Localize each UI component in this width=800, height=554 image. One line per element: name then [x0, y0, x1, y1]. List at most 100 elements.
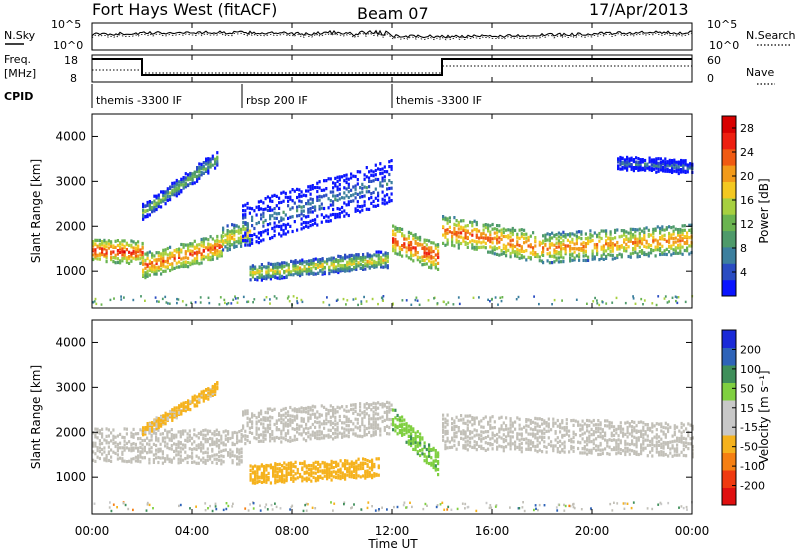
scatter-region — [392, 408, 440, 477]
scatter-region — [442, 413, 694, 459]
scatter-region — [242, 159, 393, 247]
power-y-title: Slant Range [km] — [29, 159, 43, 263]
cpid-segment-label: themis -3300 IF — [396, 94, 482, 107]
colorbar-segment — [722, 470, 736, 488]
nave-tick-bottom: 0 — [707, 72, 714, 85]
nave-tick-top: 60 — [707, 54, 721, 67]
y-tick-label: 3000 — [55, 380, 86, 394]
cpid-label: CPID — [4, 90, 33, 103]
colorbar-tick-label: 8 — [740, 242, 747, 255]
colorbar-segment — [722, 181, 736, 199]
colorbar-tick-label: 100 — [740, 363, 761, 376]
velocity-panel: 1000 2000 3000 4000 — [55, 319, 694, 515]
y-tick-label: 1000 — [55, 470, 86, 484]
colorbar-segment — [722, 230, 736, 248]
x-tick-label: 00:00 — [75, 524, 110, 538]
colorbar-segment — [722, 148, 736, 166]
scatter-region — [142, 381, 219, 437]
cpid-row: CPID themis -3300 IF rbsp 200 IF themis -3… — [4, 84, 482, 108]
freq-tick-bottom: 8 — [70, 72, 77, 85]
scatter-region — [142, 234, 223, 280]
scatter-region — [249, 250, 389, 282]
freq-tick-top: 18 — [64, 54, 78, 67]
colorbar-segment — [722, 132, 736, 150]
scatter-region — [142, 151, 219, 221]
colorbar-tick-label: 12 — [740, 218, 754, 231]
colorbar-segment — [722, 417, 736, 436]
noise-left-tick-bottom: 10^0 — [53, 39, 83, 52]
y-tick-label: 4000 — [55, 335, 86, 349]
colorbar-tick-label: -15 — [740, 421, 758, 434]
noise-left-tick-top: 10^5 — [51, 18, 81, 31]
colorbar-tick-label: -100 — [740, 460, 765, 473]
x-tick-label: 20:00 — [575, 524, 610, 538]
noise-right-tick-top: 10^5 — [707, 18, 737, 31]
colorbar-segment — [722, 330, 736, 348]
colorbar-segment — [722, 116, 736, 133]
cpid-segment-label: themis -3300 IF — [96, 94, 182, 107]
colorbar-tick-label: 50 — [740, 382, 754, 395]
x-tick-label: 00:00 — [675, 524, 710, 538]
colorbar-segment — [722, 487, 736, 506]
scatter-region — [249, 457, 380, 485]
y-tick-label: 4000 — [55, 129, 86, 143]
x-tick-label: 04:00 — [175, 524, 210, 538]
scatter-region — [617, 155, 694, 176]
colorbar-segment — [722, 347, 736, 366]
freq-label: Freq. — [4, 53, 31, 66]
colorbar-segment — [722, 400, 736, 418]
date-label: 17/Apr/2013 — [589, 0, 689, 19]
near-range-noise — [92, 295, 694, 307]
nave-label: Nave — [746, 66, 774, 79]
y-tick-label: 2000 — [55, 425, 86, 439]
colorbar-segment — [722, 279, 736, 297]
y-tick-label: 3000 — [55, 174, 86, 188]
colorbar-segment — [722, 165, 736, 182]
colorbar-tick-label: 28 — [740, 122, 754, 135]
frequency-panel: Freq. [MHz] 18 8 60 0 Nave — [4, 53, 775, 85]
time-axis: 00:00 04:00 08:00 12:00 16:00 20:00 00:00 — [75, 23, 710, 538]
colorbar-segment — [722, 214, 736, 232]
colorbar-tick-label: 4 — [740, 266, 747, 279]
noise-search-line — [91, 31, 692, 41]
colorbar-tick-label: 16 — [740, 194, 754, 207]
power-colorbar: 4 8 12 16 20 24 28 — [721, 115, 754, 297]
x-tick-label: 08:00 — [275, 524, 310, 538]
site-title: Fort Hays West (fitACF) — [92, 0, 277, 19]
noise-sky-line — [91, 29, 692, 50]
nsky-label: N.Sky — [4, 29, 36, 42]
colorbar-segment — [722, 197, 736, 215]
noise-panel: N.Sky 10^5 10^0 10^5 10^0 N.Search — [4, 18, 796, 52]
noise-right-tick-bottom: 10^0 — [709, 39, 739, 52]
colorbar-segment — [722, 246, 736, 264]
colorbar-tick-label: 24 — [740, 146, 754, 159]
power-colorbar-title: Power [dB] — [757, 178, 771, 243]
colorbar-segment — [722, 263, 736, 281]
x-tick-label: 16:00 — [475, 524, 510, 538]
colorbar-tick-label: -200 — [740, 480, 765, 493]
power-panel: 1000 2000 3000 4000 — [55, 113, 694, 309]
x-tick-label: 12:00 — [375, 524, 410, 538]
colorbar-segment — [722, 435, 736, 453]
scatter-region — [442, 215, 544, 263]
scatter-region — [242, 400, 393, 446]
y-tick-label: 2000 — [55, 219, 86, 233]
freq-unit-label: [MHz] — [4, 67, 36, 80]
scatter-region — [392, 224, 440, 271]
colorbar-tick-label: -50 — [740, 441, 758, 454]
velocity-y-title: Slant Range [km] — [29, 365, 43, 469]
velocity-colorbar: 200 100 50 15 -15 -50 -100 -200 — [721, 329, 765, 506]
colorbar-tick-label: 20 — [740, 170, 754, 183]
colorbar-tick-label: 15 — [740, 402, 754, 415]
cpid-segment-label: rbsp 200 IF — [246, 94, 308, 107]
colorbar-tick-label: 200 — [740, 343, 761, 356]
velocity-colorbar-title: Velocity [m s⁻¹] — [757, 370, 771, 463]
y-tick-label: 1000 — [55, 264, 86, 278]
nsearch-label: N.Search — [746, 29, 796, 42]
colorbar-segment — [722, 365, 736, 383]
beam-label: Beam 07 — [357, 4, 429, 23]
colorbar-segment — [722, 382, 736, 401]
x-axis-title: Time UT — [367, 537, 418, 551]
nave-line — [92, 65, 692, 74]
